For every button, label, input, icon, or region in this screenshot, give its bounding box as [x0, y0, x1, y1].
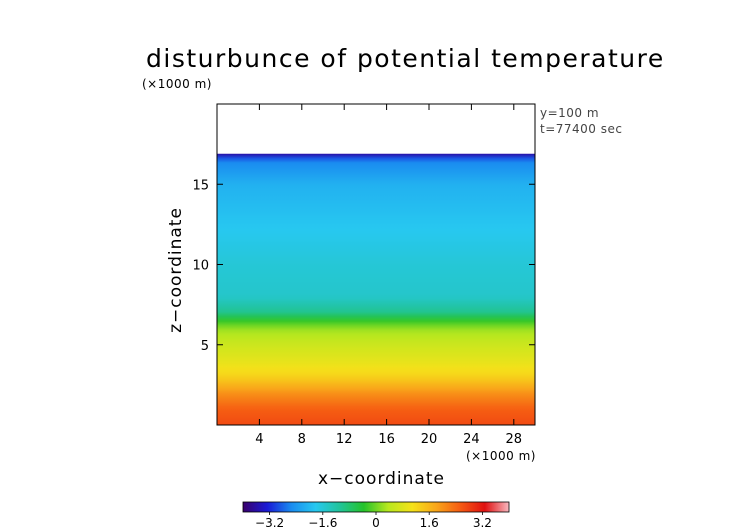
z-unit-label: (×1000 m)	[142, 77, 212, 91]
colorbar-tick-label: 0	[372, 516, 380, 530]
y-axis-label: z−coordinate	[166, 207, 186, 333]
colorbar	[242, 501, 510, 513]
colorbar-tick-label: 3.2	[473, 516, 492, 530]
x-tick-label: 28	[506, 432, 523, 447]
colorbar-tick-label: −1.6	[308, 516, 337, 530]
x-tick-label: 4	[255, 432, 263, 447]
x-tick-label: 16	[378, 432, 395, 447]
y-position-annotation: y=100 m	[540, 106, 600, 120]
field-fill	[217, 153, 535, 425]
colorbar-tick-label: −3.2	[255, 516, 284, 530]
y-tick-label: 10	[192, 259, 209, 274]
chart-title: disturbunce of potential temperature	[146, 44, 665, 73]
x-tick-label: 24	[463, 432, 480, 447]
x-unit-label: (×1000 m)	[466, 449, 536, 463]
y-tick-label: 15	[192, 178, 209, 193]
x-tick-label: 12	[336, 432, 353, 447]
x-axis-label: x−coordinate	[318, 469, 445, 489]
time-annotation: t=77400 sec	[540, 122, 623, 136]
colorbar-tick-label: 1.6	[420, 516, 439, 530]
x-tick-label: 20	[421, 432, 438, 447]
y-tick-label: 5	[201, 339, 209, 354]
x-tick-label: 8	[298, 432, 306, 447]
